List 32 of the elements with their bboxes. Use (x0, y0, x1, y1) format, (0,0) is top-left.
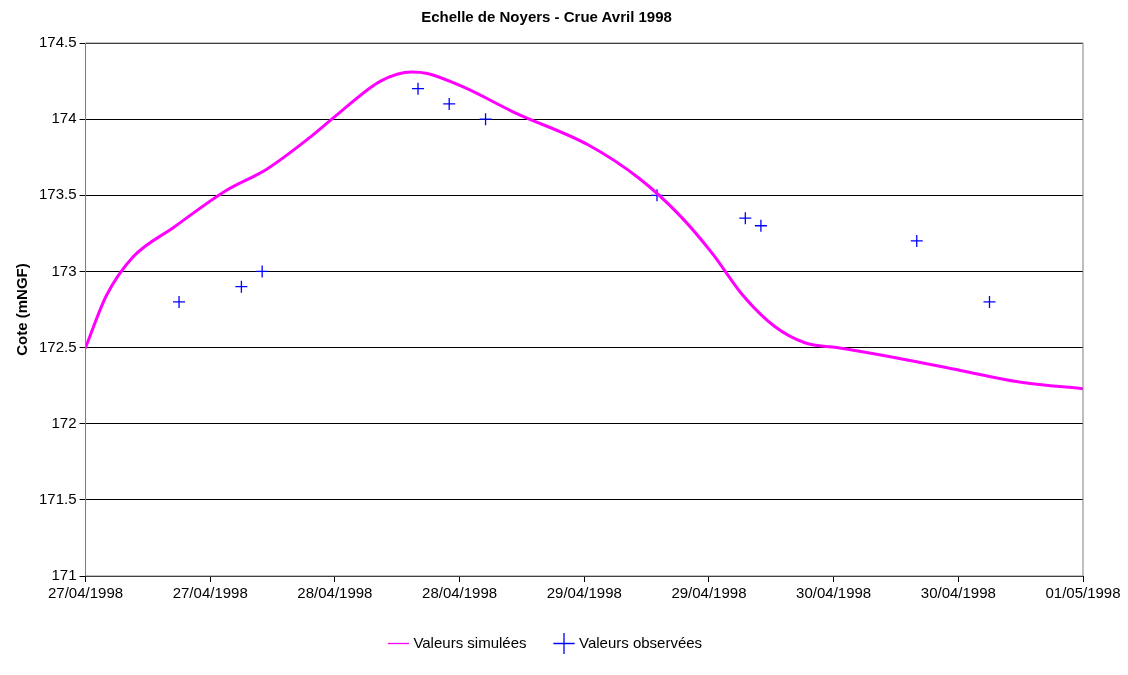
y-tick-label: 172.5 (38, 337, 77, 355)
x-tick-label: 29/04/1998 (546, 584, 622, 602)
point (411, 82, 425, 96)
point (738, 211, 752, 225)
point (172, 295, 186, 309)
y-tick-label: 171 (51, 566, 77, 584)
chart-title: Echelle de Noyers - Crue Avril 1998 (421, 8, 672, 26)
point (234, 280, 249, 294)
x-tick-label: 29/04/1998 (671, 584, 747, 602)
point (754, 219, 768, 233)
x-tick-label: 30/04/1998 (796, 584, 872, 602)
y-tick-label: 173 (51, 261, 77, 279)
y-tick-label: 174 (51, 109, 77, 127)
point (478, 112, 493, 126)
x-tick-label: 28/04/1998 (422, 584, 498, 602)
y-tick-label: 173.5 (38, 185, 77, 203)
x-tick-label: 27/04/1998 (48, 584, 124, 602)
legend-label: Valeurs observées (578, 633, 703, 651)
y-tick-label: 174.5 (38, 33, 77, 51)
x-tick-label: 30/04/1998 (920, 584, 996, 602)
y-tick-label: 171.5 (38, 490, 77, 507)
point (442, 97, 456, 111)
y-tick-label: 172 (51, 413, 77, 431)
y-axis-title: Cote (mNGF) (13, 263, 31, 356)
point (982, 295, 997, 309)
point (650, 188, 664, 202)
x-tick-label: 01/05/1998 (1045, 584, 1121, 602)
x-tick-label: 27/04/1998 (172, 584, 248, 602)
legend-label: Valeurs simulées (413, 633, 527, 651)
point (910, 234, 924, 248)
point (255, 264, 269, 279)
x-tick-label: 28/04/1998 (297, 584, 373, 602)
